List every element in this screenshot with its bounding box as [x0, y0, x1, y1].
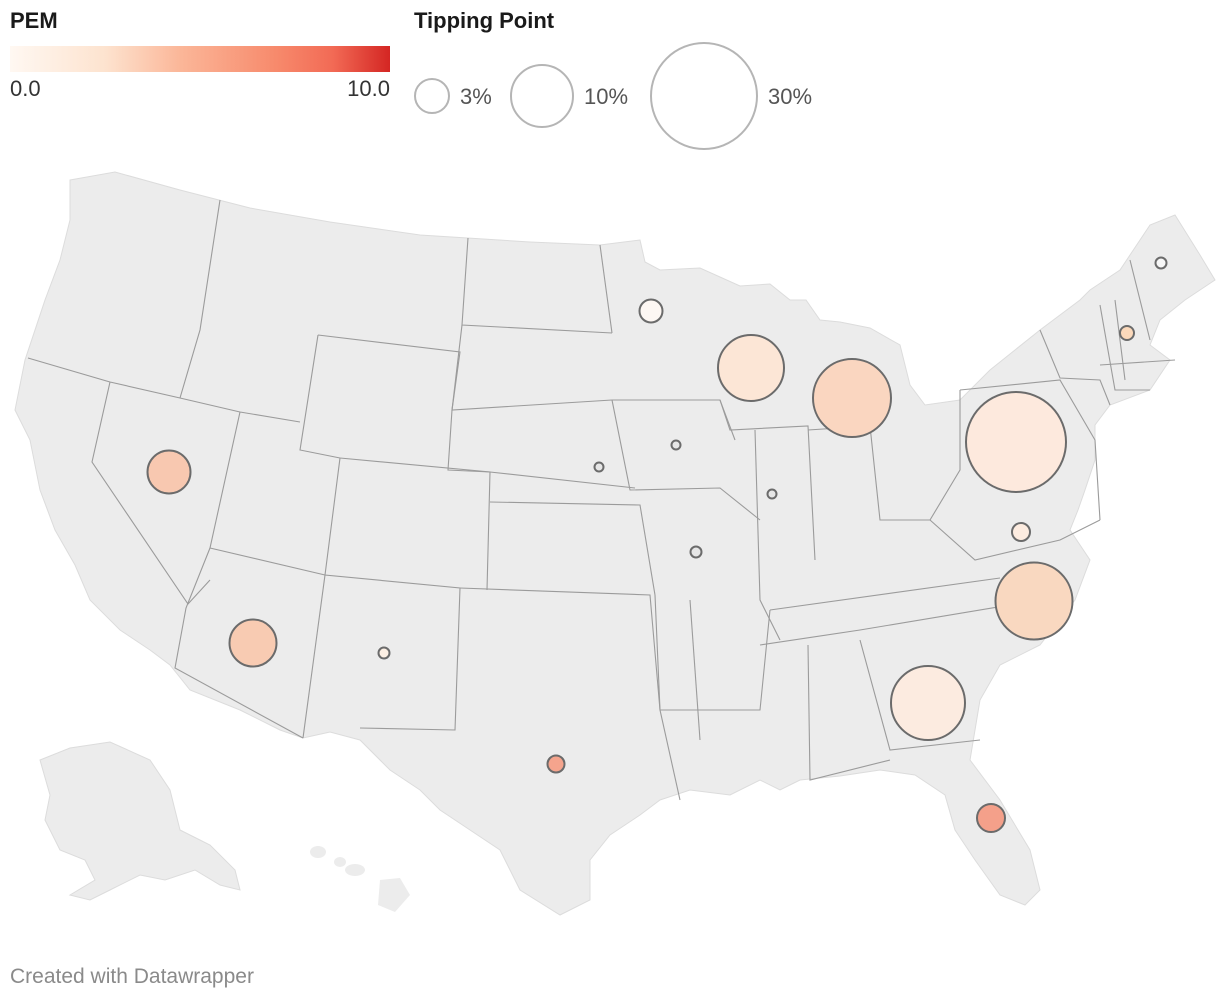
marker-florida[interactable]	[976, 803, 1006, 833]
size-circle-large	[650, 42, 758, 150]
size-circle-medium	[510, 64, 574, 128]
hawaii-landmass	[310, 846, 410, 912]
marker-arizona[interactable]	[228, 618, 278, 668]
state-borders	[27, 199, 1176, 801]
us-map	[14, 171, 1216, 916]
marker-nebraska[interactable]	[593, 461, 605, 473]
pem-min-label: 0.0	[10, 76, 41, 101]
marker-wisconsin[interactable]	[717, 334, 785, 402]
size-label-small: 3%	[460, 84, 492, 109]
pem-legend: PEM 0.0 10.0	[10, 8, 390, 101]
tipping-point-legend-title: Tipping Point	[414, 8, 555, 33]
pem-legend-title: PEM	[10, 8, 58, 33]
marker-georgia[interactable]	[890, 665, 966, 741]
marker-michigan[interactable]	[812, 358, 892, 438]
alaska-landmass	[39, 741, 241, 901]
size-circle-small	[414, 78, 450, 114]
pem-color-scale	[10, 46, 390, 72]
marker-new-mexico[interactable]	[377, 646, 391, 660]
marker-texas[interactable]	[546, 754, 566, 774]
marker-new-hampshire[interactable]	[1119, 325, 1135, 341]
marker-illinois[interactable]	[766, 488, 778, 500]
marker-nevada[interactable]	[146, 449, 192, 495]
contiguous-us-landmass	[14, 171, 1216, 916]
marker-missouri[interactable]	[689, 545, 703, 559]
marker-virginia[interactable]	[1011, 522, 1031, 542]
marker-iowa[interactable]	[670, 439, 682, 451]
pem-max-label: 10.0	[347, 76, 390, 101]
marker-maine[interactable]	[1154, 256, 1168, 270]
size-label-large: 30%	[768, 84, 813, 109]
marker-minnesota[interactable]	[638, 298, 664, 324]
marker-north-carolina[interactable]	[994, 561, 1074, 641]
marker-pennsylvania[interactable]	[965, 391, 1067, 493]
credit-text: Created with Datawrapper	[10, 965, 254, 988]
size-label-medium: 10%	[584, 84, 629, 109]
tipping-point-legend: Tipping Point 3% 10% 30%	[414, 8, 834, 158]
state-markers	[146, 256, 1168, 833]
